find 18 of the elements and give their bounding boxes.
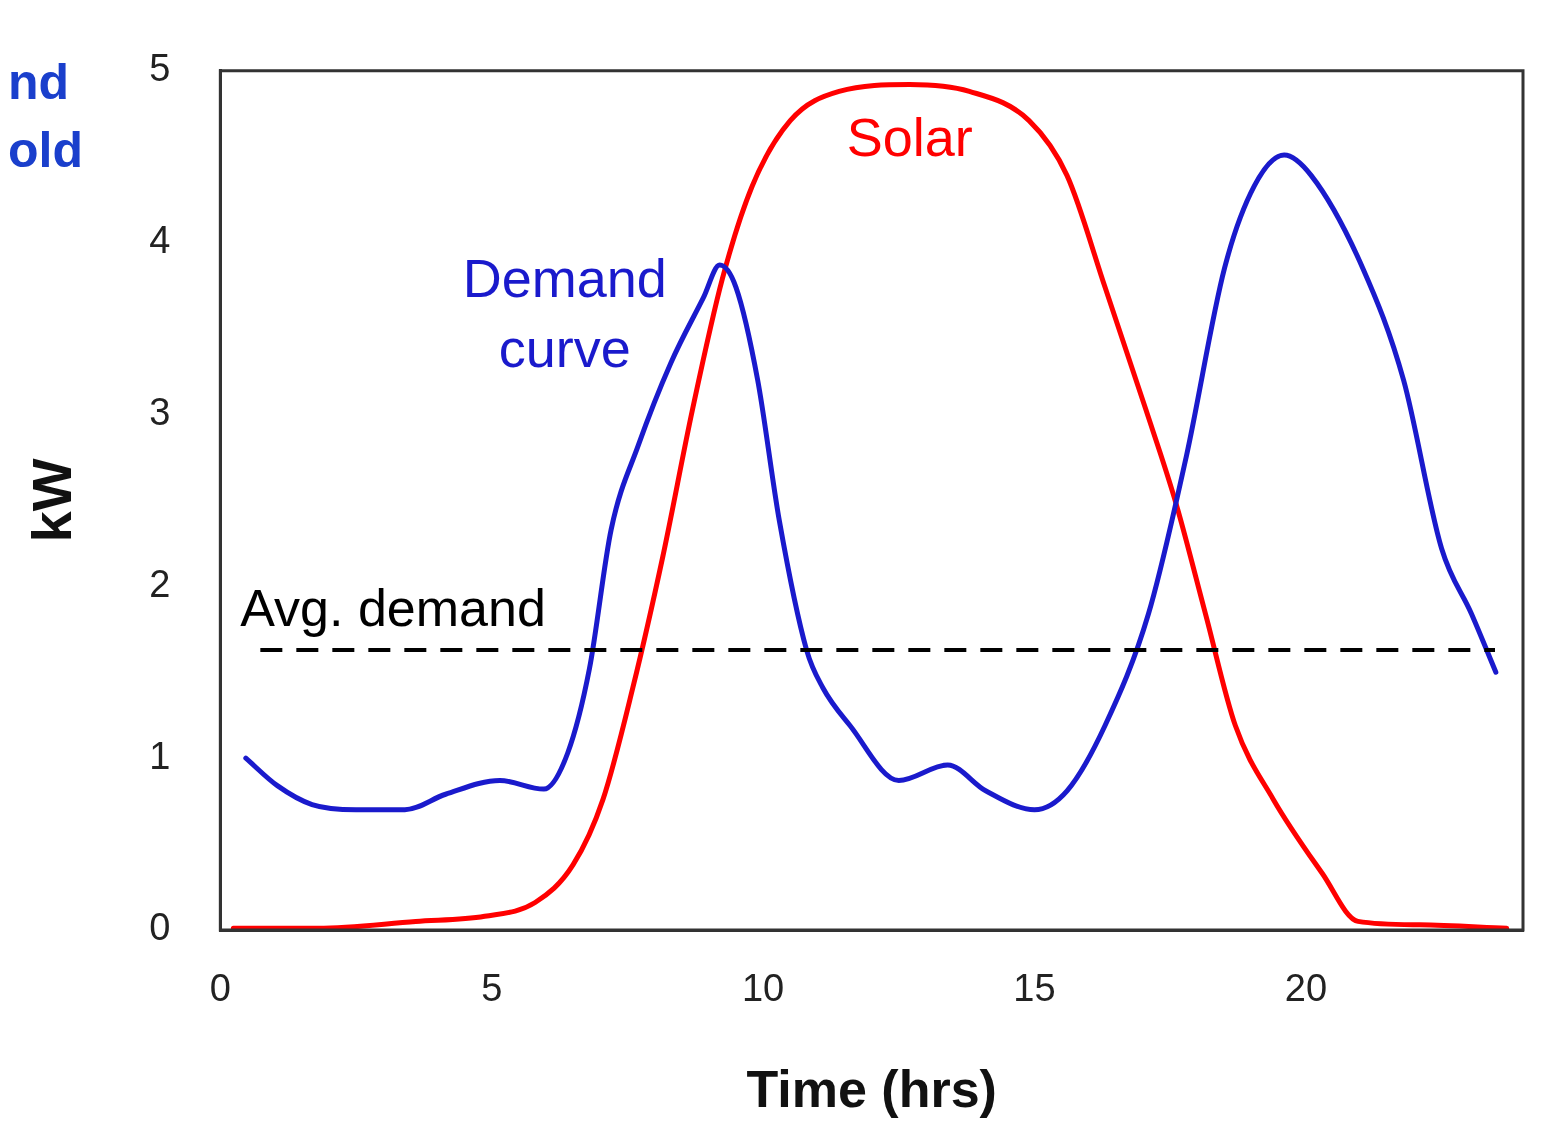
x-tick-label: 20	[1284, 967, 1328, 1010]
y-axis-title: kW	[20, 458, 84, 543]
text: nd	[8, 53, 71, 112]
y-tick-label: 0	[149, 906, 171, 949]
text: old	[8, 121, 83, 180]
y-tick-label: 1	[149, 734, 171, 777]
x-tick-label: 0	[209, 967, 231, 1010]
series-label: Solar	[846, 107, 973, 168]
x-tick-label: 10	[741, 967, 785, 1010]
y-tick-label: 2	[149, 562, 171, 605]
y-tick-label: 5	[149, 47, 171, 90]
y-tick-label: 3	[149, 390, 171, 433]
x-tick-label: 5	[481, 967, 503, 1010]
x-tick-label: 15	[1013, 967, 1056, 1010]
ref-line-label: Avg. demand	[240, 579, 546, 638]
series-label: Demand curve	[462, 247, 667, 378]
x-axis-title: Time (hrs)	[746, 1060, 997, 1119]
y-tick-label: 4	[149, 219, 171, 262]
